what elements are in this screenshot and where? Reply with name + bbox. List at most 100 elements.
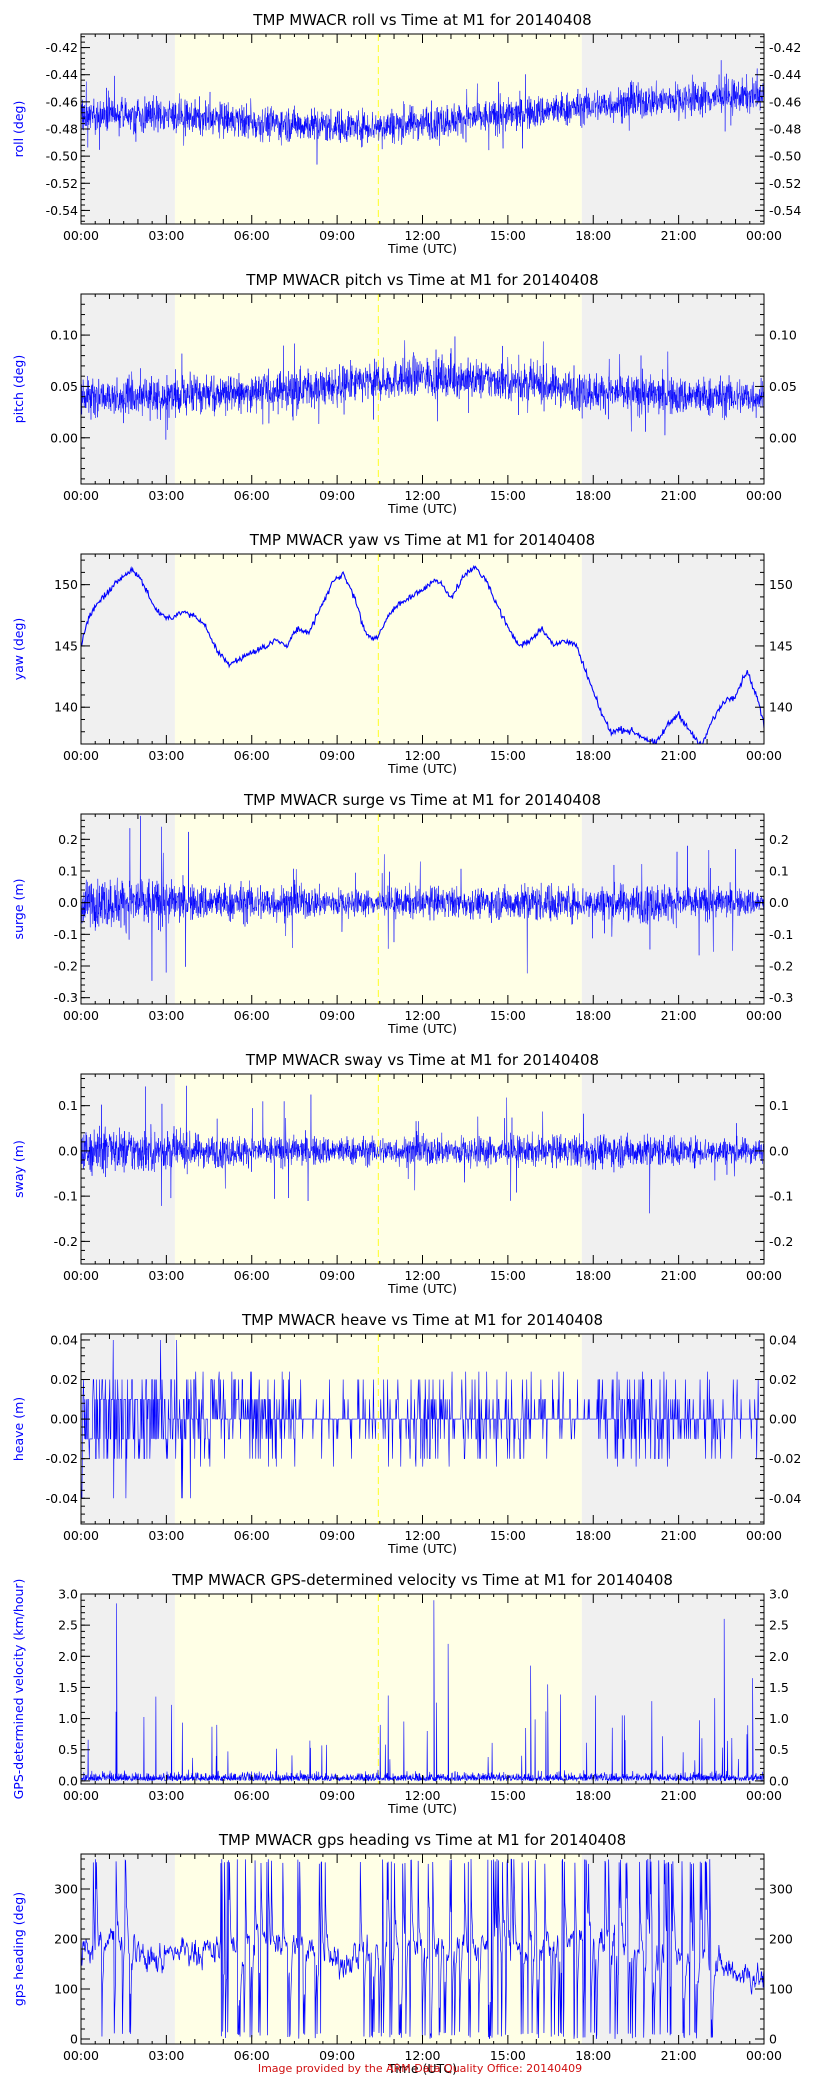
y-tick-label: 200 [54, 1932, 78, 1947]
y-tick-label-right: 1.5 [769, 1680, 789, 1695]
y-tick-label-right: 0.5 [769, 1742, 789, 1757]
x-tick-label: 21:00 [661, 1528, 697, 1543]
y-tick-label-right: 0 [769, 2032, 777, 2047]
y-axis-label: pitch (deg) [11, 355, 26, 423]
y-tick-label-right: 0.10 [769, 328, 797, 343]
x-tick-label: 00:00 [63, 748, 99, 763]
credit-line: Image provided by the ARM Data Quality O… [257, 2062, 583, 2075]
roll-chart: 00:00 03:00 06:00 09:00 12:00 15:00 18:00 21:00… [11, 11, 801, 256]
x-tick-label: 21:00 [661, 1268, 697, 1283]
y-tick-label: 0.0 [58, 1773, 78, 1788]
y-tick-label: -0.44 [46, 67, 78, 82]
x-axis-label: Time (UTC) [387, 501, 457, 516]
yaw-chart: 00:00 03:00 06:00 09:00 12:00 15:00 18:00 21:00… [11, 531, 793, 776]
y-tick-label: -0.46 [46, 94, 78, 109]
x-tick-label: 03:00 [148, 2048, 184, 2063]
night-shade-evening [581, 1594, 764, 1784]
x-tick-label: 03:00 [148, 228, 184, 243]
x-tick-label: 18:00 [575, 1268, 611, 1283]
y-tick-label-right: 0.04 [769, 1332, 797, 1347]
y-tick-label: 0.00 [50, 1412, 78, 1427]
x-tick-label: 00:00 [63, 2048, 99, 2063]
y-tick-label: 0.04 [50, 1332, 78, 1347]
x-tick-label: 18:00 [575, 1008, 611, 1023]
x-tick-label: 09:00 [319, 1008, 355, 1023]
y-tick-label: 1.0 [58, 1711, 78, 1726]
y-tick-label-right: -0.2 [769, 1234, 793, 1249]
night-shade-evening [581, 1074, 764, 1264]
y-tick-label-right: -0.42 [769, 40, 801, 55]
x-tick-label: 12:00 [404, 228, 440, 243]
x-tick-label: 03:00 [148, 488, 184, 503]
y-tick-label: 2.0 [58, 1649, 78, 1664]
y-tick-label-right: 0.1 [769, 1098, 789, 1113]
y-tick-label: -0.04 [46, 1491, 78, 1506]
y-tick-label: -0.1 [54, 1189, 78, 1204]
x-tick-label: 00:00 [63, 1788, 99, 1803]
data-series [81, 815, 764, 981]
x-tick-label: 21:00 [661, 2048, 697, 2063]
y-tick-label: 2.5 [58, 1618, 78, 1633]
chart-title: TMP MWACR GPS-determined velocity vs Tim… [171, 1571, 673, 1589]
x-tick-label: 12:00 [404, 2048, 440, 2063]
x-tick-label: 00:00 [63, 1008, 99, 1023]
y-tick-label-right: -0.1 [769, 1189, 793, 1204]
x-tick-label: 06:00 [234, 2048, 270, 2063]
chart-title: TMP MWACR pitch vs Time at M1 for 201404… [245, 271, 598, 289]
x-axis-label: Time (UTC) [387, 1021, 457, 1036]
x-tick-label: 09:00 [319, 488, 355, 503]
y-tick-label: 300 [54, 1882, 78, 1897]
y-axis-label: surge (m) [11, 879, 26, 940]
y-tick-label: 150 [54, 577, 78, 592]
y-tick-label: 0.1 [58, 864, 78, 879]
gps-heading-chart: 00:00 03:00 06:00 09:00 12:00 15:00 18:00 21:00… [11, 1831, 793, 2076]
chart-title: TMP MWACR roll vs Time at M1 for 2014040… [252, 11, 591, 29]
y-tick-label-right: -0.04 [769, 1491, 801, 1506]
y-tick-label: 0.5 [58, 1742, 78, 1757]
x-tick-label: 06:00 [234, 748, 270, 763]
y-tick-label-right: 100 [769, 1982, 793, 1997]
x-tick-label: 03:00 [148, 1528, 184, 1543]
sway-chart: 00:00 03:00 06:00 09:00 12:00 15:00 18:00 21:00… [11, 1051, 793, 1296]
x-tick-label: 18:00 [575, 1528, 611, 1543]
y-axis-label: heave (m) [11, 1397, 26, 1461]
y-tick-label: -0.50 [46, 149, 78, 164]
x-tick-label: 03:00 [148, 1788, 184, 1803]
chart-title: TMP MWACR heave vs Time at M1 for 201404… [241, 1311, 603, 1329]
y-tick-label: 0.1 [58, 1098, 78, 1113]
y-tick-label-right: -0.3 [769, 990, 793, 1005]
y-tick-label: 140 [54, 700, 78, 715]
y-tick-label: 0.00 [50, 430, 78, 445]
x-tick-label: 15:00 [490, 488, 526, 503]
x-tick-label: 21:00 [661, 748, 697, 763]
data-series [81, 1339, 764, 1499]
x-tick-label: 00:00 [746, 228, 782, 243]
y-tick-label-right: -0.02 [769, 1451, 801, 1466]
x-tick-label: 09:00 [319, 748, 355, 763]
x-tick-label: 15:00 [490, 1008, 526, 1023]
y-axis-label: yaw (deg) [11, 618, 26, 681]
x-tick-label: 18:00 [575, 2048, 611, 2063]
y-tick-label: -0.54 [46, 203, 78, 218]
x-tick-label: 12:00 [404, 1268, 440, 1283]
y-tick-label-right: 2.0 [769, 1649, 789, 1664]
x-tick-label: 00:00 [746, 1268, 782, 1283]
x-tick-label: 15:00 [490, 1528, 526, 1543]
y-tick-label: -0.42 [46, 40, 78, 55]
heave-chart: 00:00 03:00 06:00 09:00 12:00 15:00 18:00 21:00… [11, 1311, 801, 1556]
x-tick-label: 15:00 [490, 1268, 526, 1283]
x-tick-label: 06:00 [234, 228, 270, 243]
y-tick-label-right: 2.5 [769, 1618, 789, 1633]
x-axis-label: Time (UTC) [387, 2061, 457, 2076]
night-shade-evening [581, 294, 764, 484]
x-tick-label: 00:00 [63, 1268, 99, 1283]
y-tick-label-right: 3.0 [769, 1587, 789, 1602]
y-tick-label: -0.2 [54, 1234, 78, 1249]
y-tick-label-right: -0.52 [769, 176, 801, 191]
x-tick-label: 18:00 [575, 1788, 611, 1803]
night-shade-morning [81, 1594, 175, 1784]
chart-title: TMP MWACR gps heading vs Time at M1 for … [218, 1831, 626, 1849]
y-tick-label: 0 [70, 2032, 78, 2047]
y-tick-label-right: 200 [769, 1932, 793, 1947]
